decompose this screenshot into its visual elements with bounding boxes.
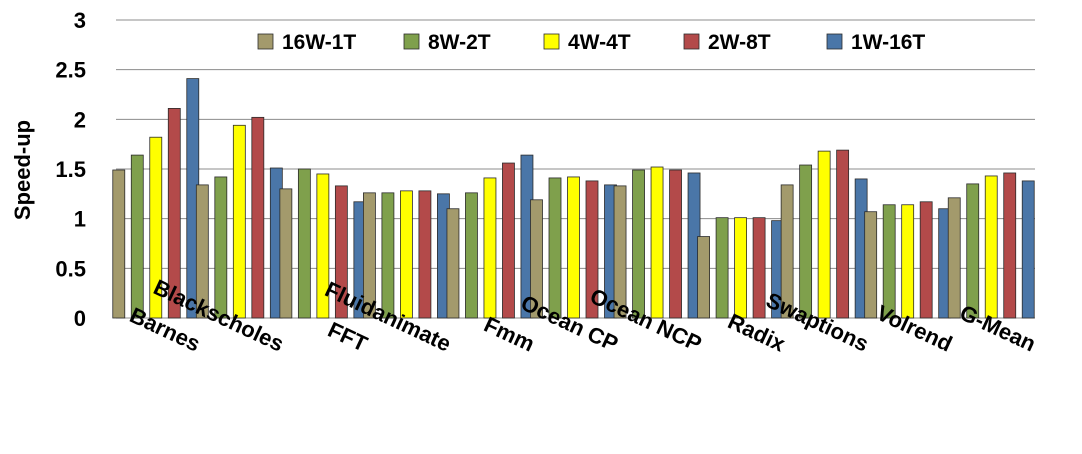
x-category-label: FFT <box>324 317 372 357</box>
y-tick-labels: 0 0.5 1 1.5 2 2.5 3 <box>55 8 86 331</box>
bar-8w-2t-swaptions <box>799 164 813 319</box>
bar-4w-4t-fmm <box>483 177 497 319</box>
bar-8w-2t-radix <box>715 217 729 319</box>
bar-16w-1t-volrend <box>864 211 878 319</box>
bar-8w-2t-ocean-cp <box>548 177 562 319</box>
bar-1w-16t-g-mean <box>1021 180 1035 319</box>
legend: 16W-1T 8W-2T 4W-4T 2W-8T 1W-16T <box>257 31 925 54</box>
y-tick-label: 1 <box>74 207 86 232</box>
bar-4w-4t-ocean-ncp <box>650 166 664 319</box>
bar-4w-4t-fluidanimate <box>400 190 413 319</box>
bar-4w-4t-swaptions <box>817 150 831 319</box>
bar-2w-8t-ocean-cp <box>585 180 599 319</box>
y-tick-label: 2 <box>74 107 86 132</box>
y-tick-label: 0.5 <box>55 256 86 281</box>
bar-8w-2t-blackscholes <box>214 176 228 319</box>
y-axis-label: Speed-up <box>10 120 35 220</box>
legend-swatch <box>257 33 274 50</box>
y-tick-label: 1.5 <box>55 157 86 182</box>
bar-2w-8t-fluidanimate <box>418 190 432 319</box>
y-tick-label: 2.5 <box>55 58 86 83</box>
legend-label: 4W-4T <box>568 31 631 54</box>
bar-2w-8t-blackscholes <box>251 116 265 319</box>
y-tick-label: 0 <box>74 306 86 331</box>
bar-16w-1t-ocean-ncp <box>613 185 627 319</box>
legend-label: 1W-16T <box>851 31 925 54</box>
legend-label: 8W-2T <box>428 31 491 54</box>
bar-16w-1t-barnes <box>112 169 126 319</box>
bars <box>112 78 1035 319</box>
bar-4w-4t-volrend <box>901 204 915 319</box>
bar-8w-2t-ocean-ncp <box>632 169 645 319</box>
bar-8w-2t-volrend <box>882 204 896 319</box>
legend-label: 16W-1T <box>282 31 356 54</box>
bar-16w-1t-radix <box>697 236 710 319</box>
bar-2w-8t-g-mean <box>1003 172 1017 319</box>
bar-16w-1t-blackscholes <box>195 184 209 319</box>
bar-16w-1t-fluidanimate <box>363 192 376 319</box>
bar-16w-1t-swaptions <box>780 184 794 319</box>
bar-8w-2t-fft <box>297 168 311 319</box>
bar-8w-2t-fmm <box>465 192 478 319</box>
bar-2w-8t-radix <box>752 217 766 319</box>
legend-swatch <box>683 33 700 50</box>
bar-2w-8t-ocean-ncp <box>669 169 682 319</box>
bar-4w-4t-barnes <box>149 136 163 319</box>
bar-8w-2t-fluidanimate <box>381 192 395 319</box>
bar-4w-4t-radix <box>734 217 747 319</box>
legend-swatch <box>403 33 420 50</box>
bar-16w-1t-g-mean <box>947 197 961 319</box>
bar-4w-4t-blackscholes <box>232 124 246 319</box>
bar-4w-4t-fft <box>316 173 330 319</box>
bar-8w-2t-g-mean <box>966 183 980 319</box>
legend-label: 2W-8T <box>708 31 771 54</box>
bar-2w-8t-swaptions <box>836 149 850 319</box>
bar-2w-8t-barnes <box>167 108 181 319</box>
bar-2w-8t-volrend <box>919 201 933 319</box>
legend-swatch <box>826 33 843 50</box>
y-tick-label: 3 <box>74 8 86 33</box>
bar-2w-8t-fmm <box>502 162 515 319</box>
bar-16w-1t-fmm <box>446 208 460 319</box>
bar-16w-1t-ocean-cp <box>530 199 543 319</box>
bar-4w-4t-ocean-cp <box>567 176 580 319</box>
bar-8w-2t-barnes <box>130 154 144 319</box>
bar-4w-4t-g-mean <box>984 175 998 319</box>
bar-16w-1t-fft <box>279 188 293 319</box>
legend-swatch <box>543 33 560 50</box>
bar-2w-8t-fft <box>334 185 348 319</box>
